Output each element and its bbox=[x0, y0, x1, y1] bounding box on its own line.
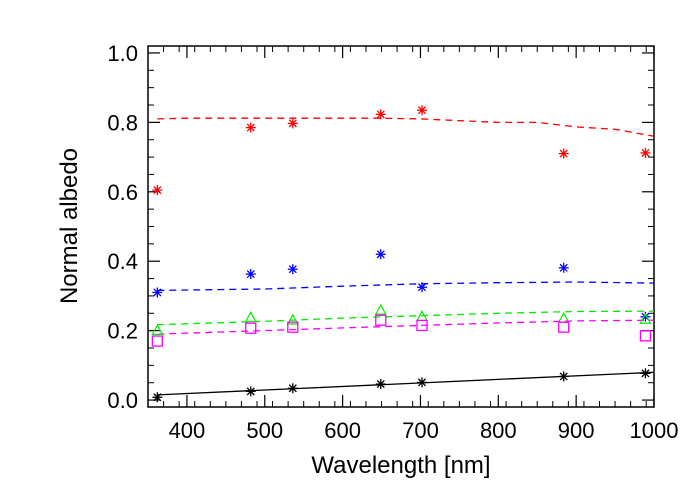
marker-stroke bbox=[288, 265, 297, 274]
data-point-magenta bbox=[639, 330, 652, 342]
model-line-black bbox=[157, 371, 655, 396]
marker-stroke bbox=[153, 288, 162, 297]
x-axis-title: Wavelength [nm] bbox=[311, 452, 490, 479]
marker-stroke bbox=[246, 387, 255, 396]
marker-stroke bbox=[417, 283, 427, 292]
model-line-red bbox=[157, 117, 655, 137]
y-tick-label: 0.4 bbox=[107, 249, 138, 274]
data-point-green bbox=[639, 312, 652, 324]
data-point-black bbox=[558, 371, 569, 382]
data-point-red bbox=[558, 148, 569, 159]
data-point-magenta bbox=[287, 321, 299, 333]
marker-stroke bbox=[641, 369, 650, 378]
data-point-red bbox=[375, 109, 386, 120]
data-point-blue bbox=[152, 287, 163, 298]
marker-stroke bbox=[559, 263, 568, 272]
marker-stroke bbox=[246, 269, 255, 279]
y-tick-label: 0.6 bbox=[107, 180, 138, 205]
data-point-magenta bbox=[375, 314, 387, 326]
data-point-green bbox=[286, 313, 299, 325]
data-point-black bbox=[375, 379, 386, 390]
data-point-red bbox=[417, 105, 428, 116]
marker-stroke bbox=[417, 378, 427, 387]
x-tick-label: 900 bbox=[558, 418, 595, 443]
data-point-magenta bbox=[558, 321, 570, 333]
data-point-magenta bbox=[151, 335, 163, 347]
x-tick-label: 400 bbox=[169, 418, 206, 443]
plot-frame bbox=[147, 45, 655, 408]
marker-stroke bbox=[288, 384, 297, 393]
marker-stroke bbox=[376, 110, 385, 119]
data-point-red bbox=[640, 147, 651, 158]
data-point-green bbox=[244, 311, 257, 323]
marker-stroke bbox=[559, 372, 568, 381]
data-point-magenta bbox=[416, 319, 428, 332]
data-point-black bbox=[640, 368, 651, 379]
marker-stroke bbox=[246, 123, 255, 132]
models-layer bbox=[157, 117, 655, 396]
data-point-green bbox=[151, 323, 164, 335]
data-point-black bbox=[287, 383, 298, 394]
ticks-layer bbox=[147, 46, 655, 407]
x-tick-label: 800 bbox=[480, 418, 517, 443]
data-point-blue bbox=[245, 269, 256, 280]
data-point-blue bbox=[417, 282, 428, 293]
data-point-black bbox=[245, 386, 256, 397]
data-point-blue bbox=[287, 264, 298, 275]
data-point-green bbox=[374, 303, 387, 315]
x-tick-label: 500 bbox=[246, 418, 283, 443]
marker-stroke bbox=[417, 106, 427, 115]
tick-labels-layer: 400 500 600 700 800 900 1000 0.0 0.2 0.4 0.6 0.8 1.0 bbox=[107, 41, 678, 443]
x-tick-label: 1000 bbox=[630, 418, 679, 443]
marker-stroke bbox=[641, 148, 650, 157]
data-point-blue bbox=[375, 249, 386, 260]
points-layer bbox=[151, 105, 652, 403]
model-line-green bbox=[157, 310, 655, 326]
data-point-red bbox=[287, 118, 298, 129]
x-tick-label: 600 bbox=[324, 418, 361, 443]
marker-stroke bbox=[559, 149, 568, 158]
data-point-red bbox=[245, 122, 256, 133]
y-tick-label: 0.0 bbox=[107, 388, 138, 413]
data-point-black bbox=[152, 392, 163, 403]
marker-stroke bbox=[153, 393, 162, 402]
data-point-red bbox=[152, 185, 163, 196]
marker-stroke bbox=[288, 119, 297, 128]
y-tick-label: 0.8 bbox=[107, 110, 138, 135]
data-point-black bbox=[417, 377, 428, 388]
marker-stroke bbox=[153, 185, 162, 195]
data-point-magenta bbox=[245, 322, 257, 334]
y-axis-title: Normal albedo bbox=[56, 148, 83, 304]
y-tick-label: 1.0 bbox=[107, 41, 138, 66]
x-tick-label: 700 bbox=[402, 418, 439, 443]
model-line-blue bbox=[157, 281, 655, 292]
data-point-blue bbox=[558, 262, 569, 273]
marker-stroke bbox=[376, 380, 385, 389]
y-tick-label: 0.2 bbox=[107, 319, 138, 344]
marker-stroke bbox=[376, 250, 385, 259]
